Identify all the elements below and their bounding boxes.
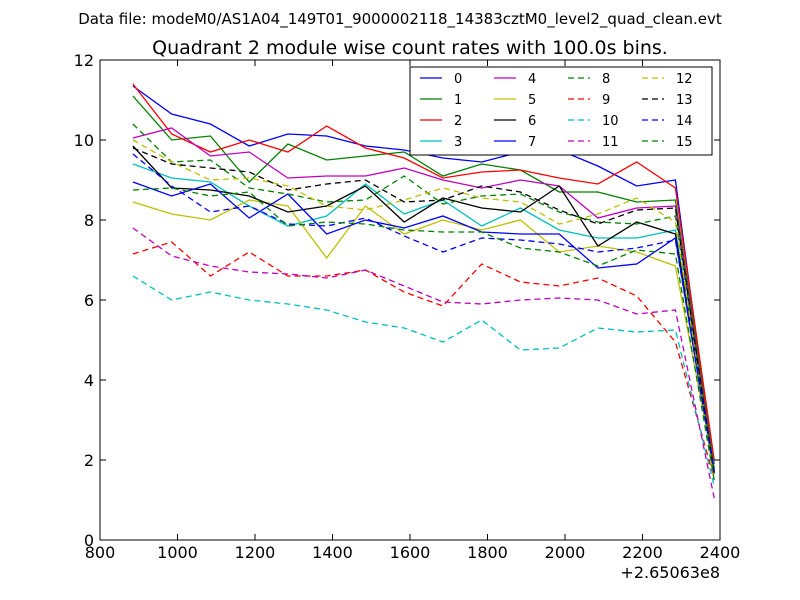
y-tick-label: 4 bbox=[84, 371, 94, 390]
legend-label-2: 2 bbox=[454, 114, 462, 129]
x-axis-offset-label: +2.65063e8 bbox=[620, 563, 720, 582]
x-tick-label: 1000 bbox=[157, 543, 198, 562]
series-9-line bbox=[132, 241, 715, 479]
x-tick-label: 1400 bbox=[312, 543, 353, 562]
series-1-line bbox=[132, 95, 715, 465]
suptitle: Data file: modeM0/AS1A04_149T01_90000021… bbox=[78, 10, 722, 29]
chart-title: Quadrant 2 module wise count rates with … bbox=[152, 37, 668, 59]
legend-label-0: 0 bbox=[454, 72, 462, 87]
x-tick-label: 800 bbox=[85, 543, 116, 562]
series-13-line bbox=[132, 147, 715, 477]
series-14-line bbox=[132, 153, 715, 473]
series-6-line bbox=[132, 145, 715, 471]
legend-label-8: 8 bbox=[602, 72, 610, 87]
y-tick-label: 12 bbox=[74, 51, 94, 70]
legend-label-7: 7 bbox=[528, 135, 536, 150]
series-10-line bbox=[132, 275, 715, 487]
series-11-line bbox=[132, 227, 715, 499]
legend-label-10: 10 bbox=[602, 114, 619, 129]
legend-label-4: 4 bbox=[528, 72, 536, 87]
y-tick-label: 8 bbox=[84, 211, 94, 230]
y-tick-label: 0 bbox=[84, 531, 94, 550]
x-tick-label: 1600 bbox=[390, 543, 431, 562]
legend-label-6: 6 bbox=[528, 114, 536, 129]
legend-label-14: 14 bbox=[676, 114, 693, 129]
x-tick-label: 2200 bbox=[622, 543, 663, 562]
y-tick-label: 10 bbox=[74, 131, 94, 150]
series-12-line bbox=[132, 139, 715, 481]
series-15-line bbox=[132, 187, 715, 481]
series-8-line bbox=[132, 123, 715, 475]
x-tick-label: 1800 bbox=[467, 543, 508, 562]
legend-label-1: 1 bbox=[454, 93, 462, 108]
legend-label-12: 12 bbox=[676, 72, 693, 87]
series-7-line bbox=[132, 181, 715, 475]
series-layer bbox=[132, 83, 715, 499]
y-tick-label: 6 bbox=[84, 291, 94, 310]
x-tick-label: 2000 bbox=[545, 543, 586, 562]
series-3-line bbox=[132, 163, 715, 469]
legend-box bbox=[409, 66, 713, 156]
legend-label-13: 13 bbox=[676, 93, 693, 108]
legend-label-9: 9 bbox=[602, 93, 610, 108]
series-4-line bbox=[132, 127, 715, 473]
legend-label-11: 11 bbox=[602, 135, 619, 150]
x-axis: 800 1000 1200 1400 1600 1800 2000 2200 2400 bbox=[85, 60, 741, 562]
x-tick-label: 2400 bbox=[700, 543, 741, 562]
series-5-line bbox=[132, 199, 715, 469]
series-2-line bbox=[132, 83, 715, 461]
y-tick-label: 2 bbox=[84, 451, 94, 470]
legend-label-3: 3 bbox=[454, 135, 462, 150]
x-tick-label: 1200 bbox=[235, 543, 276, 562]
legend-label-15: 15 bbox=[676, 135, 693, 150]
legend-label-5: 5 bbox=[528, 93, 536, 108]
